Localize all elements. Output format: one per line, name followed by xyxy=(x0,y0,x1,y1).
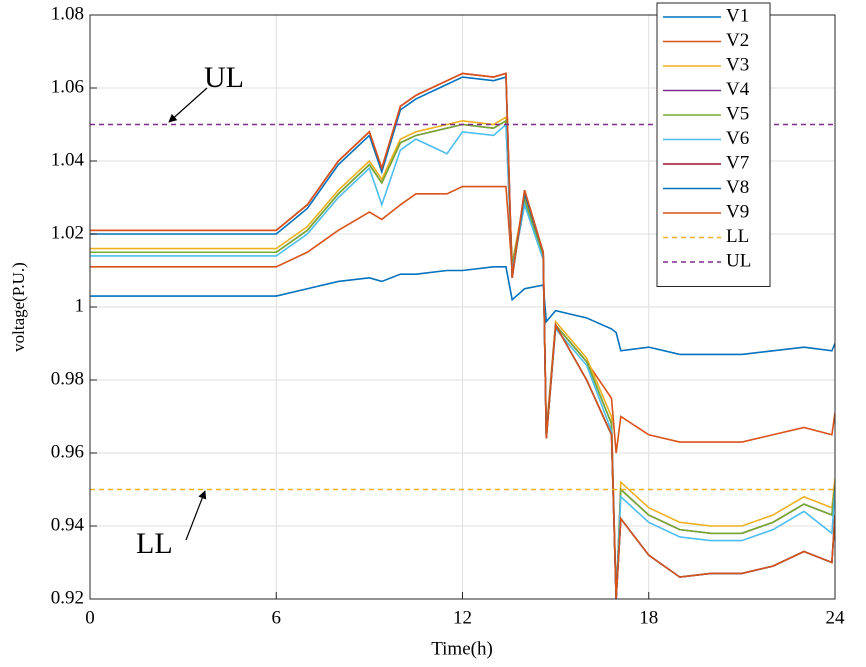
legend-label: V9 xyxy=(726,201,749,222)
legend-label: V6 xyxy=(726,128,749,149)
annotation: LL xyxy=(136,527,173,560)
legend-label: V7 xyxy=(726,152,749,173)
y-tick-label: 0.92 xyxy=(51,587,84,608)
legend-label: V3 xyxy=(726,54,749,75)
ticks: 0 6 12 18 24 0.92 0.94 0.96 0.98 1 1.02 1.04 1.06 1.0… xyxy=(51,3,845,628)
legend-label: V2 xyxy=(726,30,749,51)
y-tick-label: 0.96 xyxy=(51,441,84,462)
x-tick-label: 24 xyxy=(826,607,846,628)
x-tick-label: 12 xyxy=(453,607,472,628)
x-tick-label: 18 xyxy=(639,607,658,628)
legend-label: V4 xyxy=(726,79,750,100)
legend-label: LL xyxy=(726,226,749,247)
y-tick-label: 1.04 xyxy=(51,149,85,170)
x-tick-label: 0 xyxy=(85,607,95,628)
y-tick-label: 1 xyxy=(75,295,85,316)
legend-label: UL xyxy=(726,250,751,271)
annotation: UL xyxy=(204,61,244,94)
y-axis-label: voltage(P.U.) xyxy=(9,262,28,352)
y-tick-label: 1.06 xyxy=(51,76,84,97)
annotation-arrow xyxy=(168,87,208,123)
x-axis-label: Time(h) xyxy=(431,638,493,659)
y-tick-label: 1.08 xyxy=(51,3,84,24)
legend-label: V1 xyxy=(726,5,749,26)
legend-box xyxy=(656,2,771,287)
legend: V1 V2 V3 V4 V5 V6 V7 V8 V9 LL UL xyxy=(656,2,771,287)
legend-label: V8 xyxy=(726,177,749,198)
x-tick-label: 6 xyxy=(272,607,282,628)
legend-label: V5 xyxy=(726,103,749,124)
y-tick-label: 0.94 xyxy=(51,514,85,535)
y-tick-label: 1.02 xyxy=(51,222,84,243)
annotation-arrow xyxy=(185,490,207,541)
y-tick-label: 0.98 xyxy=(51,368,84,389)
series-line xyxy=(90,72,835,599)
